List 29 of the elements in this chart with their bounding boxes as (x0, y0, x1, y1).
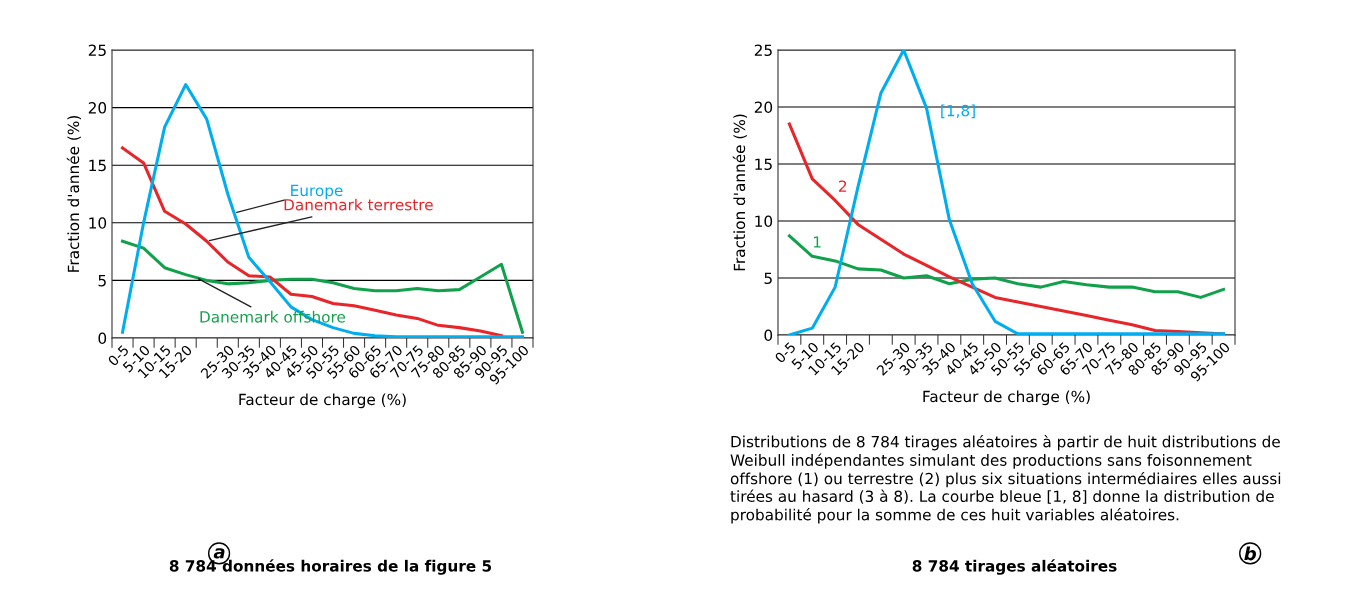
text: Danemark terrestre (284, 198, 433, 211)
y-axis-title: Fraction d'année (%) (732, 114, 747, 271)
text: Europe (291, 184, 343, 200)
y-axis-title: Fraction d'année (%) (66, 116, 81, 272)
y-tick-label: 0 (98, 332, 107, 345)
line-series (121, 83, 525, 338)
line-series (121, 146, 503, 338)
series-label: 2 (839, 180, 847, 192)
y-tick-label: 20 (88, 102, 107, 114)
text: Distributions de 8 784 tirages aléatoires à partir de huit distributions de Weibull indépendantes simulant des productions sans foisonnement offshore (1) ou terrestre (2) plus six situations intermédiaires elles aussi tirées au hasard (3 à 8). La courbe bleue [1, 8] donne la distribution de probabilité pour la somme de ces huit variables aléatoires. (730, 435, 1281, 524)
x-axis-title: Facteur de charge (%) (239, 393, 406, 409)
y-tick-label: 15 (755, 158, 772, 171)
y-tick-label: 10 (89, 217, 107, 229)
text: 8 784 tirages aléatoires (912, 559, 1117, 575)
y-tick-label: 5 (764, 272, 772, 285)
x-axis-title: Facteur de charge (%) (923, 390, 1090, 406)
y-tick-label: 15 (89, 159, 106, 172)
y-tick-label: 5 (98, 275, 106, 287)
y-tick-label: 10 (755, 215, 773, 228)
series-label: 1 (813, 236, 821, 248)
line-series (121, 239, 525, 334)
y-tick-label: 20 (754, 101, 773, 114)
y-tick-label: 25 (88, 44, 106, 57)
line-series (787, 50, 1226, 335)
y-tick-label: 25 (754, 44, 772, 57)
y-tick-label: 0 (764, 329, 773, 342)
line-series (787, 234, 1226, 299)
series-label: [1,8] (941, 104, 975, 119)
text: 8 784 données horaires de la figure 5 (169, 559, 492, 575)
